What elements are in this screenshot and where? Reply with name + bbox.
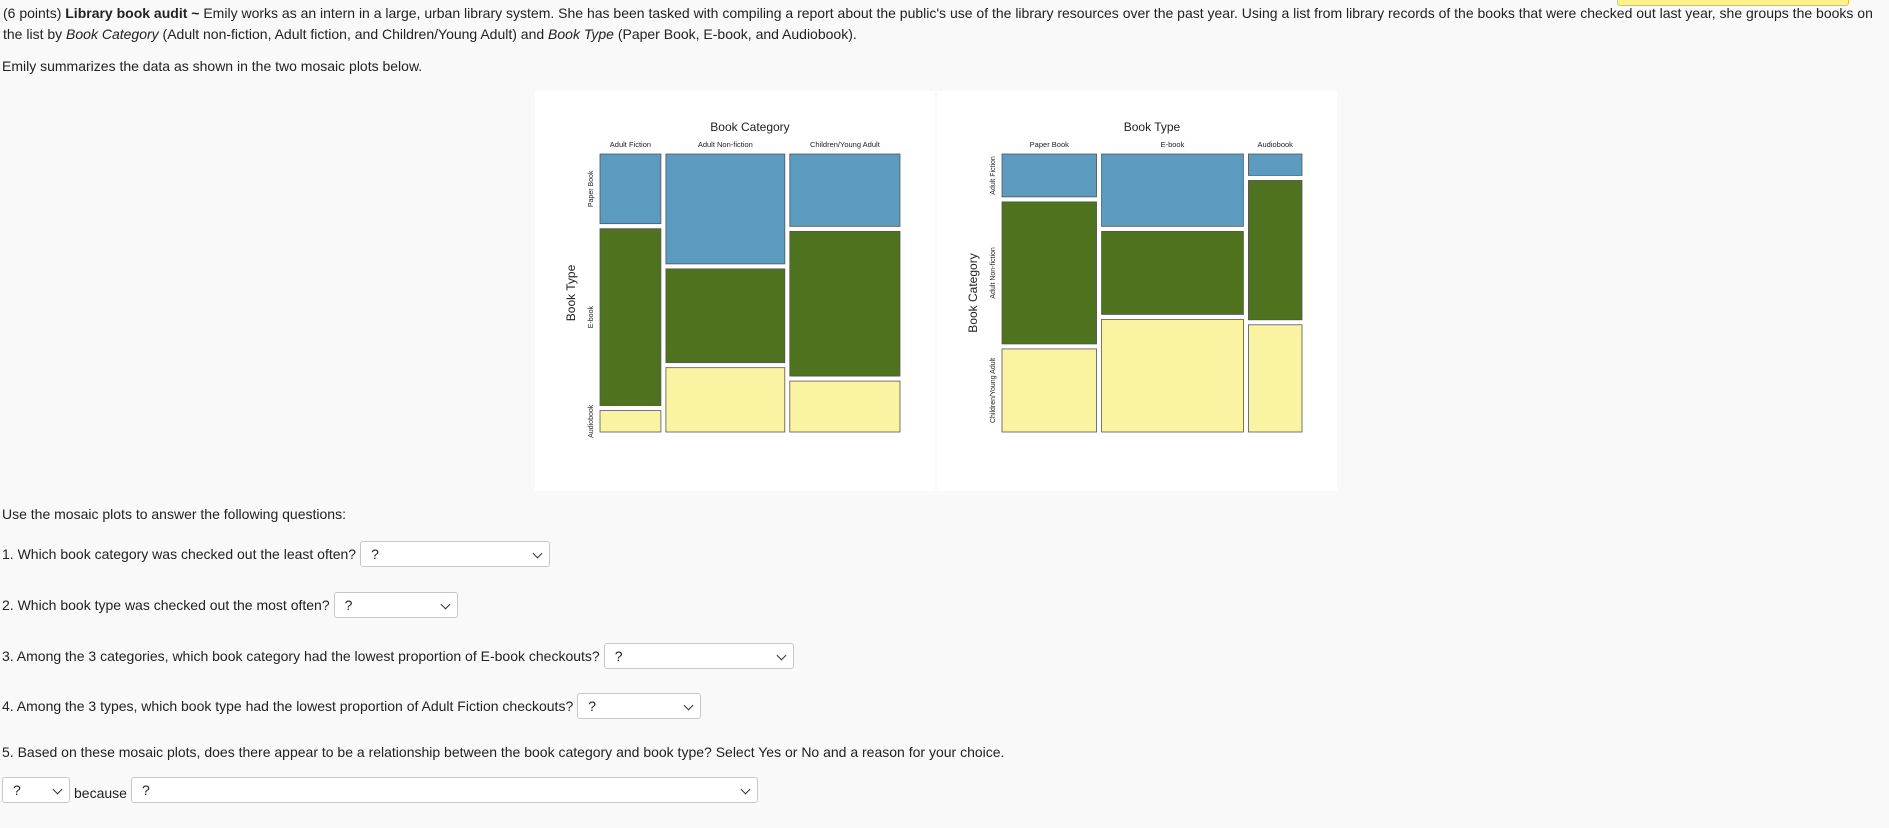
- row-label: Paper Book: [588, 170, 595, 207]
- question-4-value: ?: [588, 698, 597, 714]
- question-1-dropdown[interactable]: ?: [360, 541, 551, 567]
- mosaic-tile: [789, 230, 901, 377]
- chevron-down-icon: [532, 548, 543, 559]
- mosaic-tile: [1248, 153, 1303, 176]
- question-4-text: 4. Among the 3 types, which book type ha…: [2, 698, 574, 714]
- plot-y-axis-label: Book Type: [564, 264, 578, 321]
- mosaic-tile: [665, 268, 786, 364]
- book-category-term: Book Category: [66, 26, 159, 42]
- question-3-text: 3. Among the 3 categories, which book ca…: [2, 648, 600, 664]
- sticky-note: [1617, 0, 1849, 6]
- question-4-dropdown[interactable]: ?: [577, 693, 702, 719]
- mosaic-plot-book-type: Book Type Book Category Paper Book E-book Au…: [966, 120, 1303, 433]
- question-1: 1. Which book category was checked out t…: [2, 541, 551, 567]
- mosaic-plot-book-category: Book Category Book Type Adult Fiction Adult…: [564, 120, 901, 438]
- mosaic-tile: [1101, 319, 1244, 433]
- mosaic-tile: [1001, 348, 1097, 433]
- mosaic-tile: [1001, 153, 1097, 198]
- intro-text-3: (Paper Book, E-book, and Audiobook).: [613, 26, 857, 42]
- mosaic-tile: [1101, 153, 1244, 227]
- mosaic-tile: [599, 153, 662, 225]
- mosaic-tile: [1101, 230, 1244, 315]
- chevron-down-icon: [740, 784, 751, 795]
- question-3-dropdown[interactable]: ?: [603, 643, 794, 669]
- question-2-text: 2. Which book type was checked out the m…: [2, 597, 330, 613]
- mosaic-plot-type-panel: Book Type Book Category Paper Book E-book Au…: [937, 91, 1337, 491]
- question-5-reason-dropdown[interactable]: ?: [130, 777, 758, 803]
- problem-intro: (6 points) Library book audit ~ Emily wo…: [3, 3, 1873, 45]
- column-label: Adult Non-fiction: [698, 140, 753, 149]
- mosaic-tile: [599, 228, 662, 406]
- question-5-yesno-dropdown[interactable]: ?: [2, 777, 70, 803]
- question-5-text: 5. Based on these mosaic plots, does the…: [2, 744, 1005, 760]
- question-2-value: ?: [344, 597, 353, 613]
- question-1-value: ?: [371, 546, 379, 562]
- intro-text-2: (Adult non-fiction, Adult fiction, and C…: [158, 26, 549, 42]
- column-label: Adult Fiction: [610, 140, 651, 149]
- chevron-down-icon: [52, 784, 63, 795]
- mosaic-tile: [665, 367, 786, 433]
- question-5-reason-value: ?: [141, 782, 150, 798]
- because-label: because: [74, 785, 127, 801]
- mosaic-tile: [1001, 201, 1097, 345]
- column-label: Children/Young Adult: [810, 140, 881, 149]
- question-3-value: ?: [614, 648, 623, 664]
- chevron-down-icon: [776, 650, 787, 661]
- mosaic-tile: [665, 153, 786, 265]
- instructions-text: Use the mosaic plots to answer the follo…: [2, 506, 346, 522]
- mosaic-plots: Book Category Book Type Adult Fiction Adult…: [535, 91, 1339, 491]
- chevron-down-icon: [683, 700, 694, 711]
- row-label: E-book: [588, 306, 595, 329]
- problem-title: Library book audit ~: [65, 5, 200, 21]
- mosaic-tile: [1248, 180, 1303, 321]
- plot-title: Book Type: [1124, 120, 1181, 134]
- question-4: 4. Among the 3 types, which book type ha…: [2, 693, 702, 719]
- column-label: Audiobook: [1257, 140, 1293, 149]
- intro-text-1: Emily works as an intern in a large, urb…: [3, 5, 1873, 42]
- book-type-term: Book Type: [548, 26, 614, 42]
- summary-text: Emily summarizes the data as shown in th…: [2, 58, 423, 74]
- points-label: (6 points): [3, 5, 62, 21]
- mosaic-tile: [599, 410, 662, 433]
- question-2-dropdown[interactable]: ?: [333, 592, 458, 618]
- column-label: Paper Book: [1030, 140, 1069, 149]
- plot-title: Book Category: [710, 120, 789, 134]
- question-1-text: 1. Which book category was checked out t…: [2, 546, 357, 562]
- mosaic-tile: [1248, 324, 1303, 433]
- row-label: Adult Fiction: [990, 156, 997, 195]
- column-label: E-book: [1161, 140, 1185, 149]
- row-label: Audiobook: [588, 404, 595, 438]
- mosaic-plot-category-panel: Book Category Book Type Adult Fiction Adult…: [535, 91, 935, 491]
- question-5-yesno-value: ?: [13, 782, 21, 798]
- question-2: 2. Which book type was checked out the m…: [2, 592, 458, 618]
- chevron-down-icon: [440, 599, 451, 610]
- mosaic-tile: [789, 153, 901, 227]
- mosaic-tile: [789, 380, 901, 433]
- row-label: Adult Non-fiction: [990, 247, 997, 298]
- plot-y-axis-label: Book Category: [966, 253, 980, 332]
- row-label: Children/Young Adult: [990, 358, 997, 423]
- question-5: 5. Based on these mosaic plots, does the…: [2, 744, 1004, 760]
- question-3: 3. Among the 3 categories, which book ca…: [2, 643, 794, 669]
- question-5-answers: ? because ?: [2, 777, 758, 803]
